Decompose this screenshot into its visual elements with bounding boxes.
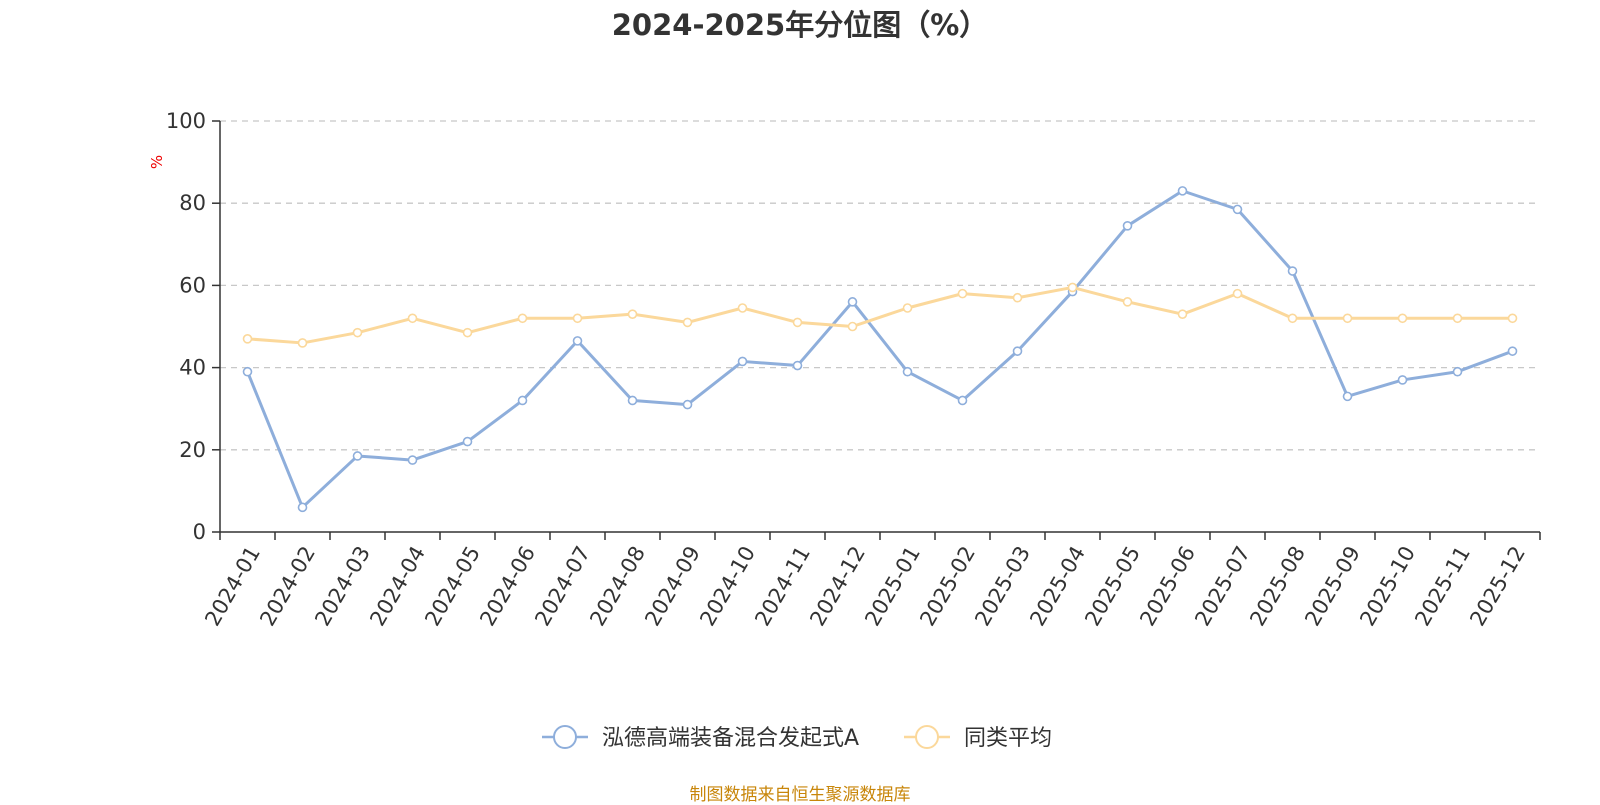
- data-point: [957, 288, 968, 299]
- data-point: [1122, 297, 1133, 307]
- y-tick-label: 20: [179, 438, 206, 462]
- data-point: [462, 327, 473, 338]
- data-point: [1452, 313, 1463, 324]
- axes: 0204060801002024-012024-022024-032024-04…: [166, 109, 1541, 630]
- data-point: [902, 366, 913, 377]
- data-point: [682, 317, 693, 328]
- y-tick-label: 80: [179, 191, 206, 215]
- data-point: [1342, 313, 1353, 324]
- data-point: [1012, 346, 1023, 356]
- data-point: [847, 321, 858, 332]
- legend-item-1[interactable]: 同类平均: [904, 725, 1052, 751]
- data-point: [462, 436, 473, 447]
- data-point: [1067, 282, 1078, 293]
- data-point: [517, 313, 528, 324]
- data-point: [737, 303, 748, 313]
- data-point: [792, 360, 803, 371]
- data-point: [242, 366, 253, 377]
- series-0: [242, 186, 1518, 513]
- data-point: [1287, 266, 1298, 276]
- legend-circle-marker: [915, 725, 939, 749]
- series-line: [247, 285, 1513, 345]
- data-point: [1287, 313, 1298, 324]
- data-point: [1342, 391, 1353, 402]
- data-point: [847, 297, 858, 307]
- y-tick-label: 40: [179, 356, 206, 380]
- data-point: [1507, 313, 1518, 324]
- legend-label: 泓德高端装备混合发起式A: [602, 726, 859, 751]
- grid-lines: [220, 120, 1540, 451]
- y-axis-unit-label: %: [148, 155, 166, 169]
- data-point: [1397, 375, 1408, 385]
- y-tick-label: 60: [179, 273, 206, 297]
- data-point: [1012, 292, 1023, 303]
- data-point: [957, 395, 968, 406]
- y-tick-label: 0: [193, 520, 206, 544]
- data-point: [352, 327, 363, 338]
- source-note: 制图数据来自恒生聚源数据库: [689, 785, 911, 805]
- data-point: [572, 313, 583, 324]
- y-tick-label: 100: [166, 109, 206, 133]
- data-point: [627, 395, 638, 406]
- chart-title: 2024-2025年分位图（%）: [611, 8, 989, 42]
- data-point: [407, 455, 418, 465]
- data-point: [627, 309, 638, 319]
- data-point: [407, 313, 418, 324]
- series-1: [242, 282, 1518, 348]
- series-line: [246, 189, 1514, 509]
- data-point: [242, 334, 253, 344]
- data-point: [737, 356, 748, 367]
- legend-item-0[interactable]: 泓德高端装备混合发起式A: [542, 725, 859, 751]
- x-tick-label: 2025-12: [1465, 542, 1530, 630]
- data-point: [517, 395, 528, 406]
- data-point: [792, 317, 803, 328]
- legend-label: 同类平均: [964, 726, 1052, 751]
- data-point: [1122, 221, 1133, 231]
- data-point: [902, 303, 913, 313]
- series-lines: [242, 186, 1518, 513]
- data-point: [1232, 204, 1243, 215]
- data-point: [1507, 346, 1518, 356]
- legend-circle-marker: [553, 725, 577, 749]
- data-point: [572, 336, 583, 346]
- data-point: [297, 338, 308, 348]
- data-point: [1397, 313, 1408, 324]
- data-point: [1177, 186, 1188, 196]
- data-point: [1177, 309, 1188, 319]
- data-point: [1452, 366, 1463, 377]
- data-point: [682, 399, 693, 410]
- data-point: [297, 502, 308, 513]
- data-point: [1232, 288, 1243, 299]
- legend[interactable]: 泓德高端装备混合发起式A 同类平均: [542, 725, 1052, 751]
- data-point: [352, 451, 363, 461]
